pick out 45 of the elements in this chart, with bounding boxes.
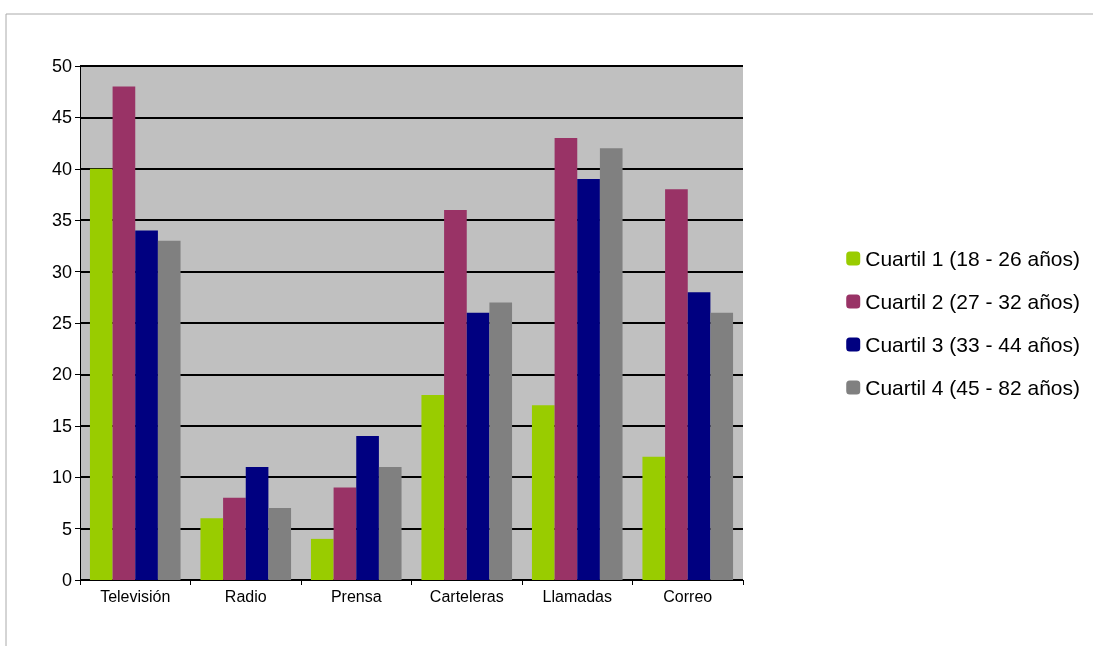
- bar: [157, 240, 181, 580]
- y-tick-label: 15: [51, 415, 72, 436]
- bar: [378, 466, 402, 580]
- y-tick-label: 40: [51, 158, 72, 179]
- bar: [268, 508, 292, 580]
- bar: [599, 148, 623, 580]
- bar: [710, 312, 734, 580]
- x-tick-label: Correo: [663, 587, 713, 605]
- x-tick-label: Carteleras: [429, 587, 504, 605]
- bar: [642, 456, 666, 580]
- y-tick-label: 5: [61, 518, 72, 539]
- bar: [135, 230, 158, 580]
- y-tick-label: 0: [61, 570, 72, 590]
- bar: [200, 518, 224, 580]
- y-tick-label: 35: [51, 210, 72, 231]
- bar: [245, 466, 269, 580]
- legend-label: Cuartil 3 (33 - 44 años): [865, 333, 1081, 356]
- y-tick-label: 10: [51, 467, 72, 488]
- bar: [489, 302, 513, 580]
- y-tick-label: 45: [51, 107, 72, 128]
- bar: [310, 538, 334, 580]
- legend-label: Cuartil 1 (18 - 26 años): [865, 247, 1081, 270]
- bar: [687, 292, 711, 580]
- x-tick-label: Televisión: [100, 587, 171, 605]
- y-tick-label: 25: [51, 313, 72, 333]
- bar: [466, 312, 490, 580]
- x-tick-label: Radio: [224, 587, 267, 605]
- bar: [531, 405, 555, 580]
- bar: [554, 137, 578, 580]
- y-tick-label: 30: [51, 261, 72, 282]
- bar: [665, 189, 688, 580]
- y-tick-label: 20: [51, 364, 72, 385]
- y-tick-label: 50: [51, 56, 72, 76]
- bar: [421, 394, 445, 580]
- bar: [89, 168, 113, 580]
- bar: [444, 209, 467, 580]
- x-tick-label: Prensa: [330, 587, 382, 605]
- legend-label: Cuartil 2 (27 - 32 años): [865, 290, 1081, 313]
- bar: [223, 497, 246, 580]
- bar: [577, 179, 600, 580]
- bar: [356, 436, 379, 580]
- bar: [112, 86, 136, 580]
- x-tick-label: Llamadas: [542, 587, 612, 605]
- legend-label: Cuartil 4 (45 - 82 años): [865, 376, 1081, 399]
- bar: [333, 487, 357, 580]
